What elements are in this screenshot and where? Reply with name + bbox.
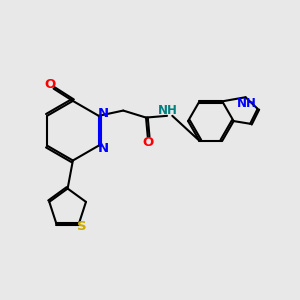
Text: NH: NH [237,97,257,110]
Text: O: O [142,136,153,148]
Text: O: O [44,78,56,91]
Text: N: N [97,142,109,155]
Text: S: S [77,220,87,233]
Text: N: N [97,106,109,119]
Text: NH: NH [158,104,178,117]
